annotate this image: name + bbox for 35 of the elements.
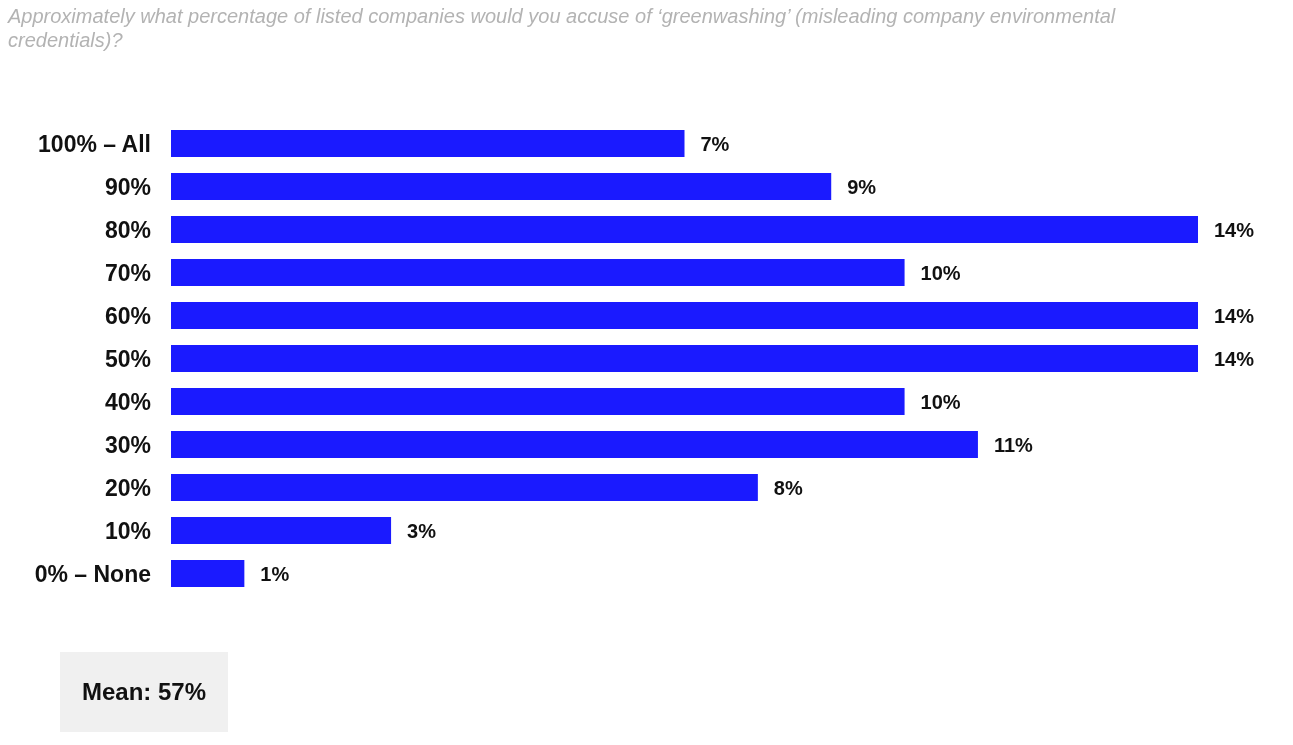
bar [171,517,392,544]
y-tick-label: 80% [104,216,151,243]
chart-title: Approximately what percentage of listed companies would you accuse of ‘greenwashing’ (misleading company environmental credentials)? [8,4,1117,52]
data-label: 14% [1214,218,1255,241]
bar [171,302,1198,329]
data-label: 14% [1214,304,1255,327]
bar [171,130,685,157]
data-label: 8% [773,476,803,499]
y-tick-label: 20% [104,474,151,501]
y-tick-label: 90% [104,173,151,200]
bar [171,173,832,200]
bar [171,345,1198,372]
data-label: 10% [920,261,961,284]
bar [171,259,905,286]
y-tick-label: 50% [104,345,151,372]
data-label: 11% [993,433,1034,456]
y-tick-label: 100% – All [38,130,151,157]
data-label: 10% [920,390,961,413]
data-label: 9% [847,175,877,198]
bar [171,216,1198,243]
y-tick-label: 10% [104,517,151,544]
data-label: 1% [260,562,290,585]
data-label: 7% [700,132,730,155]
y-tick-label: 0% – None [34,560,151,587]
bar [171,474,758,501]
y-tick-label: 40% [104,388,151,415]
bar [171,388,905,415]
data-label: 3% [407,519,437,542]
bar [171,431,978,458]
y-tick-label: 70% [104,259,151,286]
bar [171,560,245,587]
note-box: Mean: 57% [60,652,229,732]
y-tick-label: 30% [104,431,151,458]
y-tick-label: 60% [104,302,151,329]
data-label: 14% [1214,347,1255,370]
